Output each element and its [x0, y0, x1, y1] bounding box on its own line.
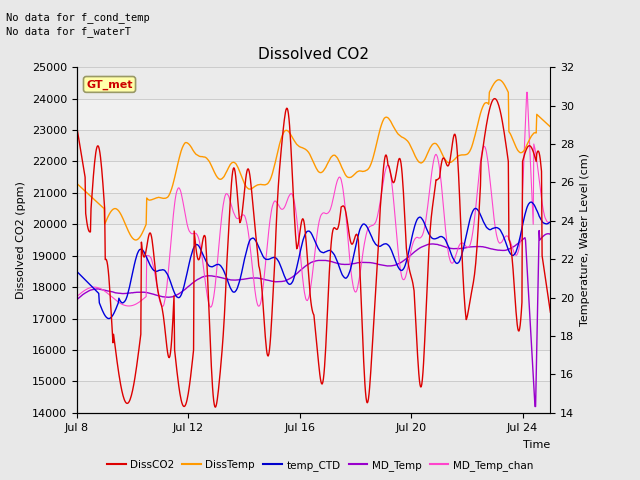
Bar — [77, 319, 550, 350]
Bar — [77, 382, 550, 413]
Legend: DissCO2, DissTemp, temp_CTD, MD_Temp, MD_Temp_chan: DissCO2, DissTemp, temp_CTD, MD_Temp, MD… — [103, 456, 537, 475]
Text: Time: Time — [523, 441, 550, 450]
Y-axis label: Dissolved CO2 (ppm): Dissolved CO2 (ppm) — [16, 181, 26, 299]
Title: Dissolved CO2: Dissolved CO2 — [258, 47, 369, 62]
Text: GT_met: GT_met — [86, 79, 132, 90]
Y-axis label: Temperature, Water Level (cm): Temperature, Water Level (cm) — [580, 154, 590, 326]
Bar — [77, 67, 550, 98]
Text: No data for f_waterT: No data for f_waterT — [6, 26, 131, 37]
Bar — [77, 130, 550, 161]
Bar — [77, 256, 550, 287]
Bar — [77, 193, 550, 224]
Text: No data for f_cond_temp: No data for f_cond_temp — [6, 12, 150, 23]
